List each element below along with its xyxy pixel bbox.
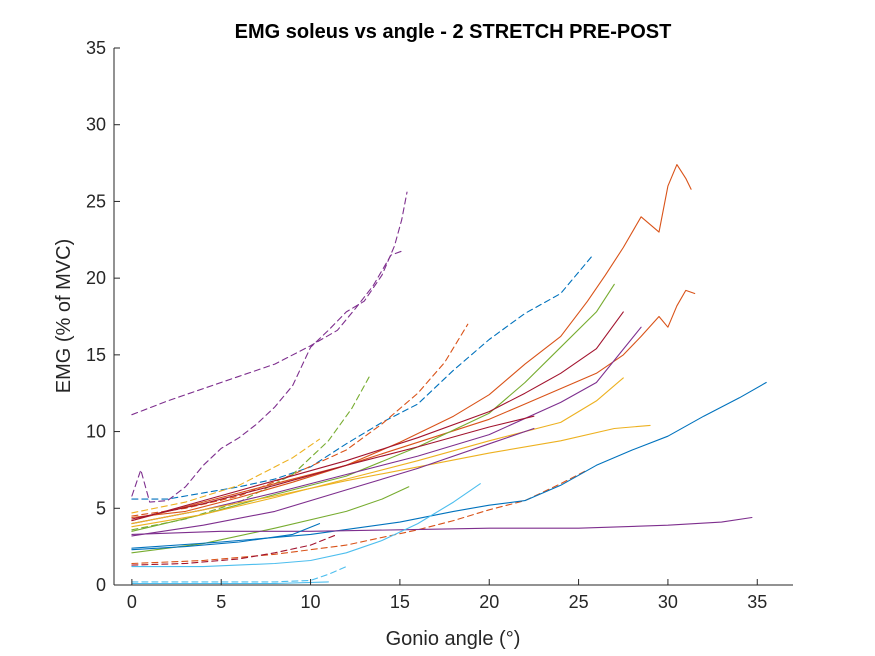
series-line-11 [131, 289, 696, 522]
x-tick-label: 25 [569, 592, 589, 612]
y-tick-label: 30 [86, 115, 106, 135]
x-axis-title: Gonio angle (°) [386, 628, 521, 650]
y-ticks: 0 5 10 15 20 25 30 35 [86, 38, 120, 595]
series-line-18 [131, 415, 535, 520]
series-line-24 [131, 581, 329, 585]
y-tick-label: 35 [86, 38, 106, 58]
x-ticks: 0 5 10 15 20 25 30 35 [127, 579, 767, 612]
series-line-12 [131, 283, 615, 532]
series-line-23 [131, 523, 321, 551]
series-line-13 [131, 311, 624, 522]
x-tick-label: 35 [747, 592, 767, 612]
x-tick-label: 10 [301, 592, 321, 612]
y-axis-title: EMG (% of MVC) [53, 239, 75, 393]
series-line-2 [131, 191, 408, 503]
series-line-22 [131, 483, 481, 568]
y-tick-label: 0 [96, 575, 106, 595]
series-line-5 [131, 375, 371, 531]
series-line-16 [131, 424, 651, 525]
y-tick-label: 25 [86, 191, 106, 211]
y-tick-label: 15 [86, 345, 106, 365]
series-layer [131, 164, 767, 585]
x-tick-label: 0 [127, 592, 137, 612]
plot-area: 0 5 10 15 20 25 30 35 0 5 10 15 20 25 30 35 [86, 38, 793, 612]
series-line-9 [131, 438, 321, 514]
x-tick-label: 5 [216, 592, 226, 612]
series-line-4 [131, 323, 469, 517]
series-line-21 [131, 516, 753, 535]
x-tick-label: 20 [479, 592, 499, 612]
y-tick-label: 10 [86, 422, 106, 442]
series-line-10 [131, 164, 692, 519]
series-line-19 [131, 486, 410, 554]
chart-title: EMG soleus vs angle - 2 STRETCH PRE-POST [235, 21, 672, 43]
y-tick-label: 5 [96, 498, 106, 518]
series-line-7 [131, 533, 338, 566]
x-tick-label: 30 [658, 592, 678, 612]
series-line-3 [131, 254, 594, 500]
series-line-20 [131, 381, 767, 549]
series-line-6 [131, 469, 589, 565]
series-line-1 [131, 249, 405, 416]
y-tick-label: 20 [86, 268, 106, 288]
series-line-17 [131, 427, 535, 537]
x-tick-label: 15 [390, 592, 410, 612]
series-line-14 [131, 326, 642, 525]
series-line-15 [131, 377, 624, 528]
series-line-8 [131, 566, 347, 583]
